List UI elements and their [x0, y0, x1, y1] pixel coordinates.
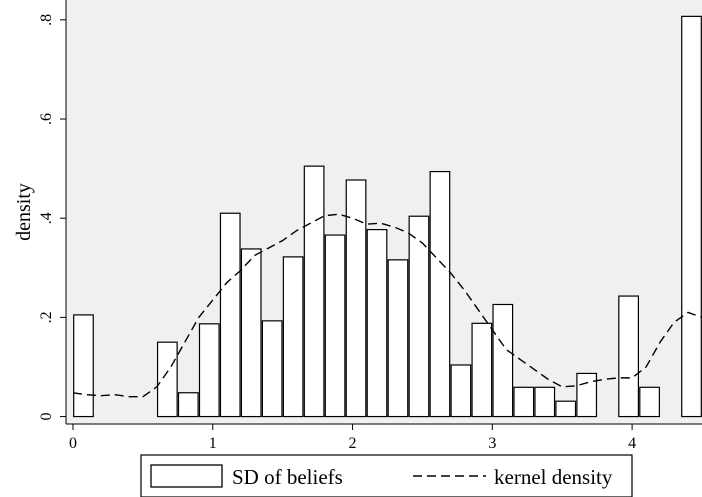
y-tick-label: .6 — [38, 113, 55, 125]
histogram-bar — [156, 341, 178, 418]
histogram-bar — [492, 303, 514, 418]
bars-group — [73, 15, 702, 418]
histogram-bar — [555, 400, 577, 418]
y-axis-label: density — [13, 183, 35, 241]
histogram-bar — [387, 259, 409, 418]
y-axis-ticks: 0 .2 .4 .6 .8 — [38, 14, 66, 421]
histogram-bar — [408, 215, 430, 418]
histogram-bar — [450, 364, 472, 418]
legend: SD of beliefs kernel density — [140, 454, 633, 497]
y-tick-label: 0 — [38, 413, 55, 421]
histogram-bar — [219, 212, 241, 418]
histogram-bar — [198, 323, 220, 418]
histogram-bar — [681, 15, 702, 418]
histogram-bar — [261, 320, 283, 418]
x-axis-ticks: 0 1 2 3 4 — [69, 424, 636, 452]
histogram-bar — [618, 295, 640, 418]
histogram-bar — [303, 165, 325, 418]
histogram-bar — [366, 229, 388, 418]
histogram-bar — [534, 386, 556, 418]
y-tick-label: .2 — [38, 311, 55, 323]
legend-swatch-bars — [150, 464, 223, 488]
histogram-bar — [345, 179, 367, 418]
histogram-bar — [471, 322, 493, 418]
histogram-bar — [576, 372, 598, 418]
y-tick-label: .8 — [38, 14, 55, 26]
histogram-bar — [639, 386, 660, 418]
x-tick-label: 1 — [209, 435, 217, 452]
legend-label-bars: SD of beliefs — [232, 465, 343, 489]
legend-frame — [140, 454, 633, 497]
histogram-bar — [324, 234, 346, 418]
legend-label-kde: kernel density — [494, 465, 613, 489]
x-tick-label: 2 — [349, 435, 357, 452]
x-tick-label: 3 — [488, 435, 496, 452]
histogram-bar — [513, 386, 535, 418]
histogram-bar — [240, 248, 262, 418]
histogram-bar — [429, 170, 451, 418]
kernel-density-line — [72, 213, 702, 398]
histogram-bar — [282, 256, 304, 418]
y-tick-label: .4 — [38, 212, 55, 224]
histogram-bar — [73, 314, 94, 418]
histogram-bar — [177, 392, 199, 418]
x-tick-label: 0 — [69, 435, 77, 452]
x-tick-label: 4 — [628, 435, 636, 452]
